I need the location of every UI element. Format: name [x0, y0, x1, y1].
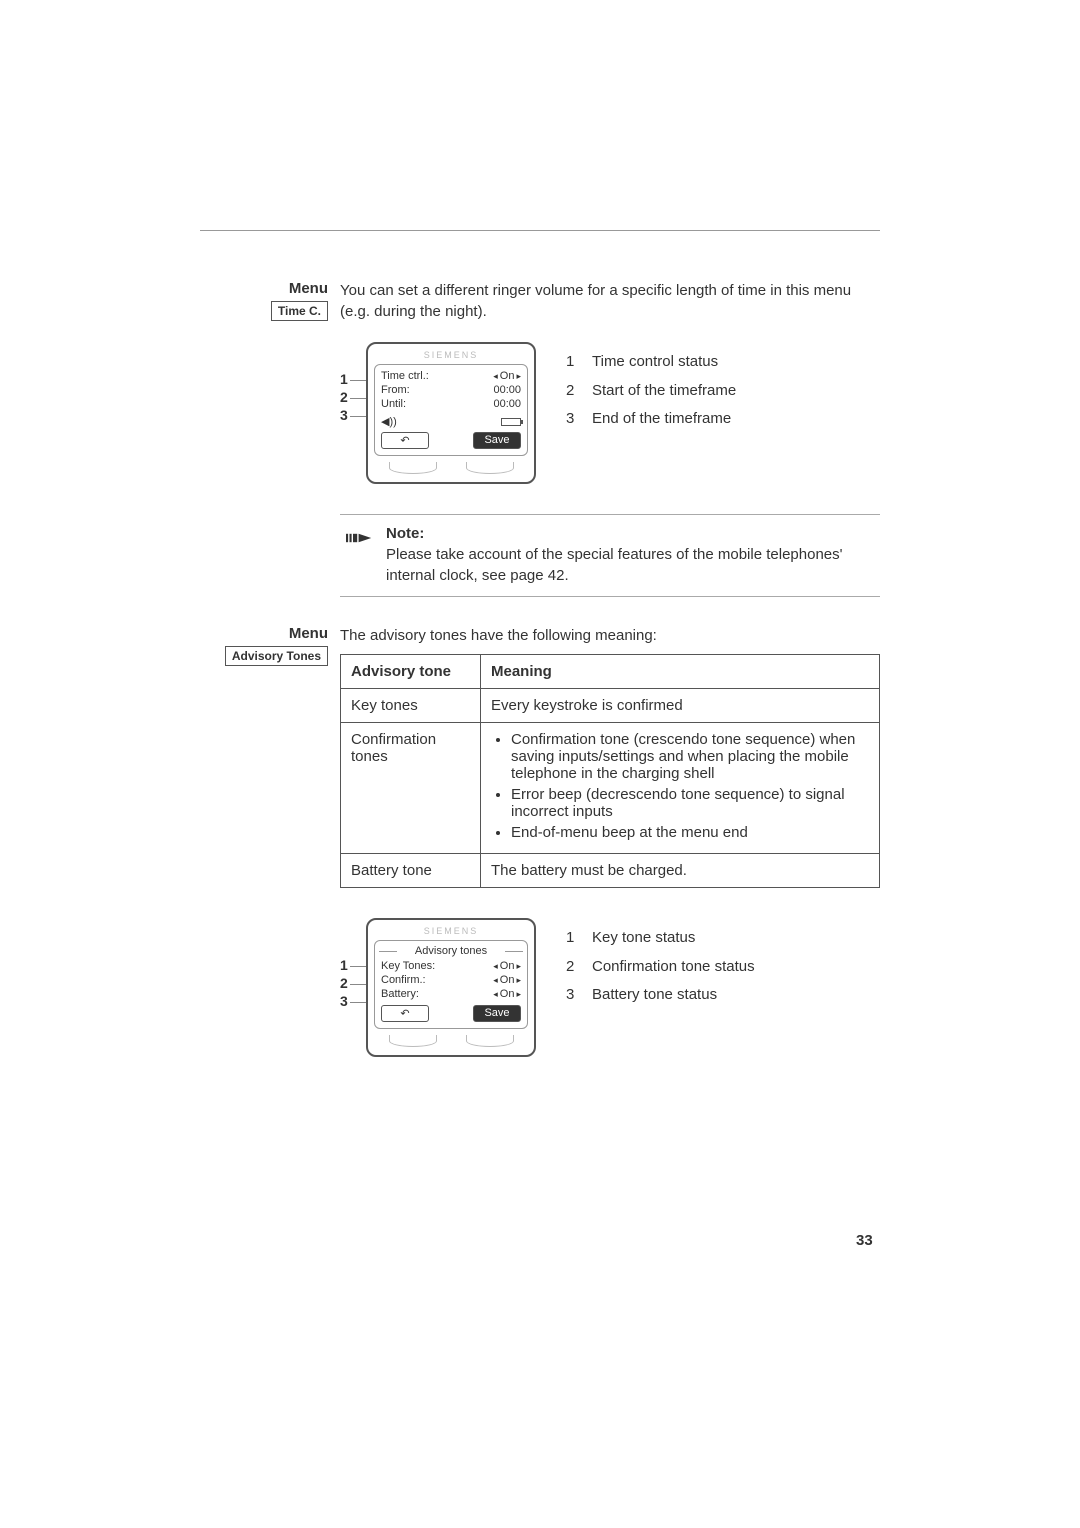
right-col-1: You can set a different ringer volume fo…	[340, 280, 880, 617]
note-box: Note: Please take account of the special…	[340, 514, 880, 597]
phone-brand: SIEMENS	[374, 350, 528, 360]
menu-label-1: Menu	[200, 280, 328, 297]
legend-num: 2	[566, 377, 580, 406]
table-cell: The battery must be charged.	[481, 854, 880, 888]
legend-text: Start of the timeframe	[592, 377, 736, 406]
callout-num: 1	[340, 956, 348, 976]
legend-num: 3	[566, 405, 580, 434]
legend-text: Key tone status	[592, 924, 695, 953]
legend-num: 3	[566, 981, 580, 1010]
softkey-save: Save	[473, 1005, 521, 1022]
legend-text: Confirmation tone status	[592, 953, 755, 982]
chevron-left-icon: ◂	[493, 975, 498, 986]
section-advisory-tones: Menu Advisory Tones The advisory tones h…	[200, 625, 880, 1067]
screen-value: On	[500, 370, 515, 382]
screen-label: Battery:	[381, 988, 419, 1000]
note-icon	[340, 525, 380, 586]
screen-label: Time ctrl.:	[381, 370, 429, 382]
page-number: 33	[856, 1232, 873, 1249]
chevron-right-icon: ▸	[516, 961, 521, 972]
screen-title: Advisory tones	[381, 945, 521, 957]
softkey-save: Save	[473, 432, 521, 449]
phone-hard-keys	[374, 462, 528, 474]
chevron-right-icon: ▸	[516, 989, 521, 1000]
callout-num: 2	[340, 388, 348, 408]
chevron-left-icon: ◂	[493, 961, 498, 972]
phone-mockup-2: SIEMENS Advisory tones Key Tones: ◂On▸ C…	[366, 918, 536, 1057]
callouts-2: 1 2 3	[340, 918, 366, 1012]
menu-label-2: Menu	[200, 625, 328, 642]
intro-text-1: You can set a different ringer volume fo…	[340, 280, 880, 322]
legend-1: 1 Time control status 2 Start of the timef…	[566, 342, 736, 434]
legend-text: Battery tone status	[592, 981, 717, 1010]
page-content: Menu Time C. You can set a different rin…	[200, 280, 880, 1075]
phone-screen-1: Time ctrl.: ◂On▸ From: 00:00 Until: 00:0…	[374, 364, 528, 456]
intro-text-2: The advisory tones have the following me…	[340, 625, 880, 646]
legend-num: 1	[566, 348, 580, 377]
screen-label: Confirm.:	[381, 974, 426, 986]
table-cell: Battery tone	[341, 854, 481, 888]
legend-2: 1 Key tone status 2 Confirmation tone stat…	[566, 918, 755, 1010]
screen-value: 00:00	[493, 384, 521, 396]
callout-num: 3	[340, 406, 348, 426]
speaker-icon: ◀))	[381, 415, 397, 428]
list-item: Error beep (decrescendo tone sequence) t…	[511, 786, 869, 820]
screen-value: On	[500, 960, 515, 972]
screen-label: From:	[381, 384, 410, 396]
menu-box-time-c: Time C.	[271, 301, 328, 321]
chevron-right-icon: ▸	[516, 371, 521, 382]
screen-label: Until:	[381, 398, 406, 410]
phone-brand: SIEMENS	[374, 926, 528, 936]
legend-text: Time control status	[592, 348, 718, 377]
table-row: Battery tone The battery must be charged…	[341, 854, 880, 888]
chevron-left-icon: ◂	[493, 989, 498, 1000]
legend-num: 2	[566, 953, 580, 982]
chevron-left-icon: ◂	[493, 371, 498, 382]
right-col-2: The advisory tones have the following me…	[340, 625, 880, 1067]
softkey-back: ↶	[381, 432, 429, 449]
table-header: Advisory tone	[341, 655, 481, 689]
legend-num: 1	[566, 924, 580, 953]
callout-num: 3	[340, 992, 348, 1012]
callout-num: 2	[340, 974, 348, 994]
list-item: End-of-menu beep at the menu end	[511, 824, 869, 841]
phone-block-2: 1 2 3 SIEMENS Advisory tones Key Tones: …	[340, 918, 880, 1057]
section-time-control: Menu Time C. You can set a different rin…	[200, 280, 880, 617]
table-cell: Confirmation tone (crescendo tone sequen…	[481, 723, 880, 854]
note-text: Please take account of the special featu…	[386, 544, 880, 586]
table-cell: Confirmation tones	[341, 723, 481, 854]
left-col-1: Menu Time C.	[200, 280, 340, 617]
table-cell: Key tones	[341, 689, 481, 723]
phone-screen-2: Advisory tones Key Tones: ◂On▸ Confirm.:…	[374, 940, 528, 1029]
table-cell: Every keystroke is confirmed	[481, 689, 880, 723]
list-item: Confirmation tone (crescendo tone sequen…	[511, 731, 869, 782]
softkey-back: ↶	[381, 1005, 429, 1022]
left-col-2: Menu Advisory Tones	[200, 625, 340, 1067]
battery-icon	[501, 418, 521, 426]
callout-num: 1	[340, 370, 348, 390]
screen-label: Key Tones:	[381, 960, 435, 972]
callouts-1: 1 2 3	[340, 342, 366, 426]
note-title: Note:	[386, 525, 880, 542]
phone-hard-keys	[374, 1035, 528, 1047]
advisory-tones-table: Advisory tone Meaning Key tones Every ke…	[340, 654, 880, 888]
screen-value: On	[500, 988, 515, 1000]
chevron-right-icon: ▸	[516, 975, 521, 986]
table-row: Key tones Every keystroke is confirmed	[341, 689, 880, 723]
screen-value: 00:00	[493, 398, 521, 410]
legend-text: End of the timeframe	[592, 405, 731, 434]
screen-value: On	[500, 974, 515, 986]
phone-mockup-1: SIEMENS Time ctrl.: ◂On▸ From: 00:00 Unt…	[366, 342, 536, 484]
top-rule	[200, 230, 880, 231]
table-header: Meaning	[481, 655, 880, 689]
table-row: Confirmation tones Confirmation tone (cr…	[341, 723, 880, 854]
menu-box-advisory: Advisory Tones	[225, 646, 328, 666]
phone-block-1: 1 2 3 SIEMENS Time ctrl.: ◂On▸ From: 00:…	[340, 342, 880, 484]
